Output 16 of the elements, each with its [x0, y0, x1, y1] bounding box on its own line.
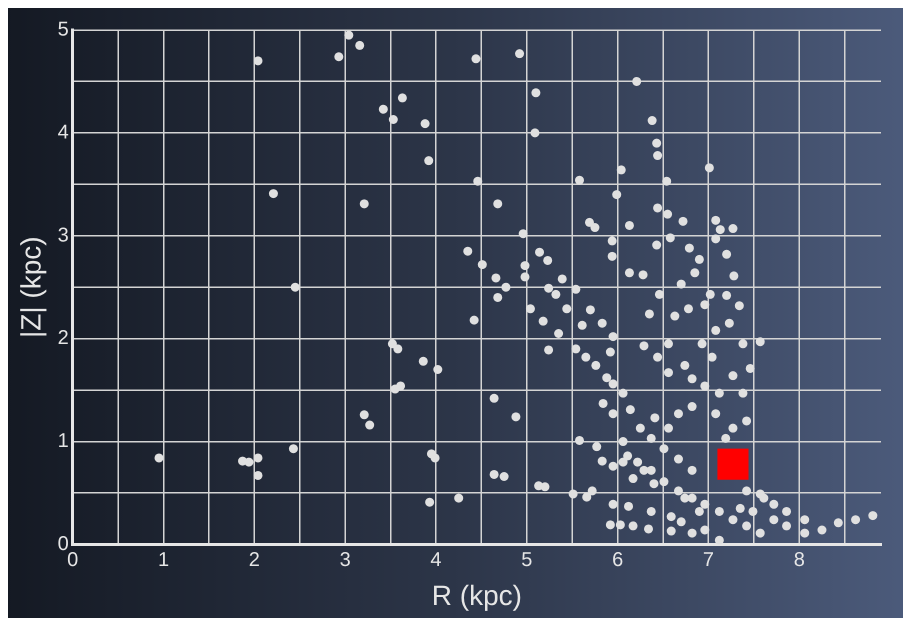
x-tick-label: 5 — [521, 548, 532, 571]
y-tick-label: 5 — [58, 18, 69, 41]
x-axis-title: R (kpc) — [432, 580, 522, 611]
x-tick-label: 7 — [702, 548, 714, 571]
x-tick-label: 6 — [612, 548, 624, 571]
y-tick-label: 2 — [58, 327, 69, 350]
y-tick-label: 0 — [58, 532, 69, 555]
y-axis-title: |Z| (kpc) — [16, 236, 47, 338]
x-tick-label: 3 — [340, 548, 351, 571]
x-tick-label: 8 — [794, 548, 805, 571]
y-tick-label: 3 — [58, 224, 69, 246]
x-tick-label: 4 — [430, 548, 442, 571]
x-tick-label: 2 — [248, 548, 260, 571]
x-tick-label: 1 — [158, 548, 170, 571]
y-tick-label: 1 — [58, 430, 69, 452]
y-tick-label: 4 — [58, 121, 69, 144]
